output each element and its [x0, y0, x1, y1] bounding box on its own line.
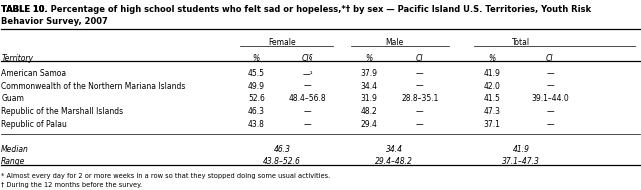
Text: —¹: —¹	[303, 69, 313, 78]
Text: Territory: Territory	[1, 54, 33, 63]
Text: TABLE 10. Percentage of high school students who felt sad or hopeless,*† by sex : TABLE 10. Percentage of high school stud…	[1, 5, 592, 14]
Text: —: —	[304, 120, 312, 129]
Text: 28.8–35.1: 28.8–35.1	[401, 94, 438, 103]
Text: —: —	[304, 82, 312, 90]
Text: 31.9: 31.9	[360, 94, 377, 103]
Text: TABLE 10. Percentage of high school students who felt sad or hopeless,*† by sex : TABLE 10. Percentage of high school stud…	[1, 5, 592, 24]
Text: Female: Female	[268, 38, 296, 47]
Text: 34.4: 34.4	[360, 82, 377, 90]
Text: CI: CI	[546, 54, 554, 63]
Text: TABLE 10. Percentage of high school students who felt sad or hopeless,*† by sex : TABLE 10. Percentage of high school stud…	[1, 5, 592, 14]
Text: Behavior Survey, 2007: Behavior Survey, 2007	[1, 17, 108, 26]
Text: 48.2: 48.2	[360, 107, 377, 116]
Text: 37.1: 37.1	[484, 120, 501, 129]
Text: 46.3: 46.3	[248, 107, 265, 116]
Text: —: —	[416, 120, 424, 129]
Text: Range: Range	[1, 157, 26, 166]
Text: %: %	[488, 54, 496, 63]
Text: CI§: CI§	[302, 54, 313, 63]
Text: Guam: Guam	[1, 94, 24, 103]
Text: —: —	[416, 107, 424, 116]
Text: 41.9: 41.9	[513, 145, 529, 154]
Text: 52.6: 52.6	[248, 94, 265, 103]
Text: 29.4–48.2: 29.4–48.2	[375, 157, 413, 166]
Text: 41.5: 41.5	[484, 94, 501, 103]
Text: CI: CI	[416, 54, 424, 63]
Text: 39.1–44.0: 39.1–44.0	[531, 94, 569, 103]
Text: —: —	[546, 120, 554, 129]
Text: —: —	[304, 107, 312, 116]
Text: 46.3: 46.3	[274, 145, 290, 154]
Text: 43.8–52.6: 43.8–52.6	[263, 157, 301, 166]
Text: 29.4: 29.4	[360, 120, 377, 129]
Text: TABLE 10.: TABLE 10.	[1, 5, 48, 14]
Text: 47.3: 47.3	[484, 107, 501, 116]
Text: Republic of Palau: Republic of Palau	[1, 120, 67, 129]
Text: %: %	[365, 54, 372, 63]
Text: 48.4–56.8: 48.4–56.8	[289, 94, 326, 103]
Text: %: %	[253, 54, 260, 63]
Text: † During the 12 months before the survey.: † During the 12 months before the survey…	[1, 182, 142, 188]
Text: Commonwealth of the Northern Mariana Islands: Commonwealth of the Northern Mariana Isl…	[1, 82, 186, 90]
Text: —: —	[546, 69, 554, 78]
Text: * Almost every day for 2 or more weeks in a row so that they stopped doing some : * Almost every day for 2 or more weeks i…	[1, 173, 331, 179]
Text: —: —	[546, 82, 554, 90]
Text: 34.4: 34.4	[386, 145, 403, 154]
Text: —: —	[416, 82, 424, 90]
Text: 37.9: 37.9	[360, 69, 377, 78]
Text: 42.0: 42.0	[484, 82, 501, 90]
Text: Total: Total	[512, 38, 530, 47]
Text: TABLE 10.: TABLE 10.	[1, 5, 48, 14]
Text: —: —	[546, 107, 554, 116]
Text: 43.8: 43.8	[248, 120, 265, 129]
Text: Republic of the Marshall Islands: Republic of the Marshall Islands	[1, 107, 124, 116]
Text: —: —	[416, 69, 424, 78]
Text: 37.1–47.3: 37.1–47.3	[502, 157, 540, 166]
Text: Male: Male	[385, 38, 403, 47]
Text: American Samoa: American Samoa	[1, 69, 67, 78]
Text: Median: Median	[1, 145, 29, 154]
Text: 45.5: 45.5	[248, 69, 265, 78]
Text: 41.9: 41.9	[484, 69, 501, 78]
Text: 49.9: 49.9	[248, 82, 265, 90]
